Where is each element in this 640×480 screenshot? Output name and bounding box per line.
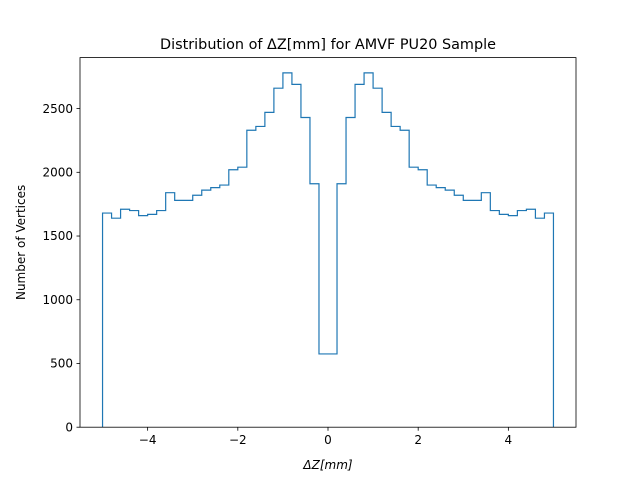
axes-frame (79, 57, 577, 428)
x-axis-label: ΔZ[mm] (302, 458, 352, 472)
y-tick-label: 1500 (42, 229, 73, 243)
x-tick-label: −4 (139, 433, 157, 447)
y-tick-label: 1000 (42, 293, 73, 307)
y-axis-ticks: 0 500 1000 1500 2000 2500 (42, 102, 80, 434)
x-tick-label: −2 (229, 433, 247, 447)
y-tick-label: 500 (50, 357, 73, 371)
x-tick-label: 2 (414, 433, 422, 447)
plot-area (80, 57, 576, 428)
chart-title: Distribution of ΔZ[mm] for AMVF PU20 Sam… (160, 37, 496, 53)
y-tick-label: 0 (65, 420, 73, 434)
y-axis-label: Number of Vertices (14, 185, 28, 300)
y-tick-label: 2500 (42, 102, 73, 116)
y-tick-label: 2000 (42, 166, 73, 180)
x-tick-label: 4 (505, 433, 513, 447)
histogram-step-line (101, 72, 555, 428)
x-axis-ticks: −4 −2 0 2 4 (139, 427, 512, 447)
x-tick-label: 0 (324, 433, 332, 447)
